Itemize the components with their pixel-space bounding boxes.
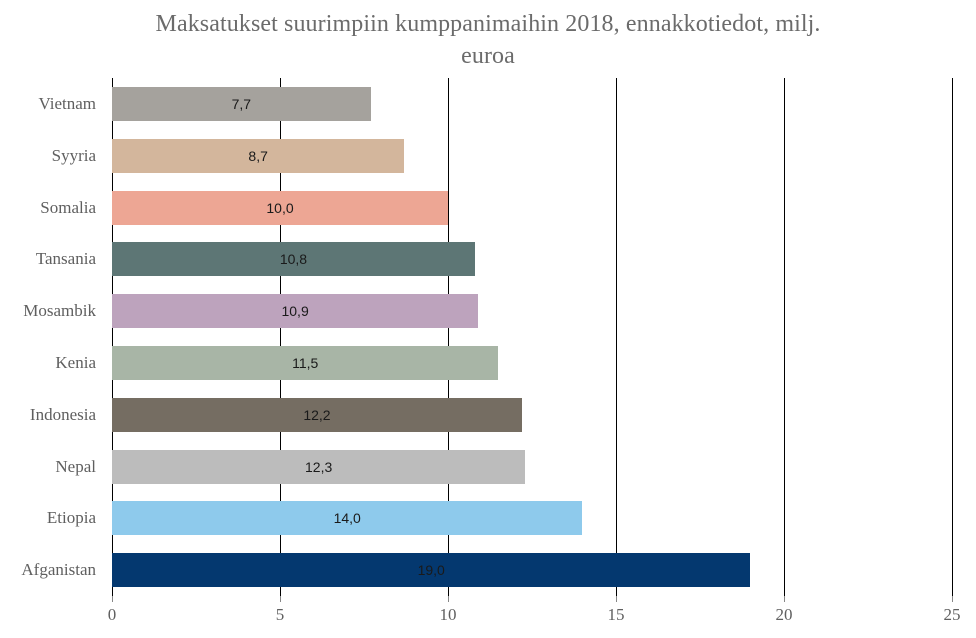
gridline-20 [784,78,785,596]
x-tick-label-10: 10 [439,605,457,624]
y-axis-label-syyria: Syyria [51,145,96,165]
y-axis-label-afganistan: Afganistan [21,560,96,580]
y-axis-label-tansania: Tansania [35,249,96,269]
bar-row: 10,0 [112,182,952,234]
gridline-0 [112,78,113,596]
bar-somalia[interactable] [112,190,448,225]
plot-area: 7,7 8,7 10,0 10,8 10,9 11,5 12,2 12,3 14,0 19,0 [112,78,953,596]
x-tick-mark-15 [616,596,617,602]
x-axis: 0 5 10 15 20 25 [108,596,961,636]
y-axis-label-nepal: Nepal [55,456,96,476]
bar-kenia[interactable] [112,346,499,380]
x-tick-label-20: 20 [775,605,793,624]
y-axis-label-indonesia: Indonesia [29,404,96,424]
bars-layer: 7,7 8,7 10,0 10,8 10,9 11,5 12,2 12,3 14,0 19,0 [112,78,952,596]
x-tick-label-15: 15 [607,605,625,624]
y-axis-label-kenia: Kenia [55,353,96,372]
bar-mosambik[interactable] [112,294,479,329]
gridline-25 [952,78,953,596]
bar-afganistan[interactable] [112,553,751,588]
bar-row: 19,0 [112,544,952,596]
y-axis-label-etiopia: Etiopia [46,508,96,528]
x-tick-mark-25 [952,596,953,602]
gridline-15 [616,78,617,596]
x-tick-label-5: 5 [275,605,285,624]
y-axis-label-somalia: Somalia [40,197,96,217]
bar-row: 7,7 [112,78,952,130]
bar-row: 12,2 [112,389,952,441]
bar-row: 12,3 [112,441,952,493]
x-tick-mark-5 [280,596,281,602]
bar-nepal[interactable] [112,449,526,484]
y-axis-label-vietnam: Vietnam [38,94,96,113]
y-axis-category-labels: Vietnam Syyria Somalia Tansania Mosambik Keni… [0,78,104,596]
y-axis-label-mosambik: Mosambik [23,301,96,321]
x-tick-mark-20 [784,596,785,602]
bar-tansania[interactable] [112,242,475,277]
bar-etiopia[interactable] [112,501,583,536]
bar-syyria[interactable] [112,138,405,173]
gridline-5 [280,78,281,596]
bar-indonesia[interactable] [112,397,522,432]
bar-vietnam[interactable] [112,87,371,121]
x-tick-label-0: 0 [107,605,117,624]
bar-row: 11,5 [112,337,952,389]
x-tick-mark-0 [112,596,113,602]
gridline-10 [448,78,449,596]
x-tick-label-25: 25 [943,605,961,624]
chart-title: Maksatukset suurimpiin kumppanimaihin 20… [155,11,821,69]
bar-row: 8,7 [112,130,952,182]
bar-row: 14,0 [112,492,952,544]
bar-row: 10,9 [112,285,952,337]
bar-row: 10,8 [112,233,952,285]
x-tick-mark-10 [448,596,449,602]
